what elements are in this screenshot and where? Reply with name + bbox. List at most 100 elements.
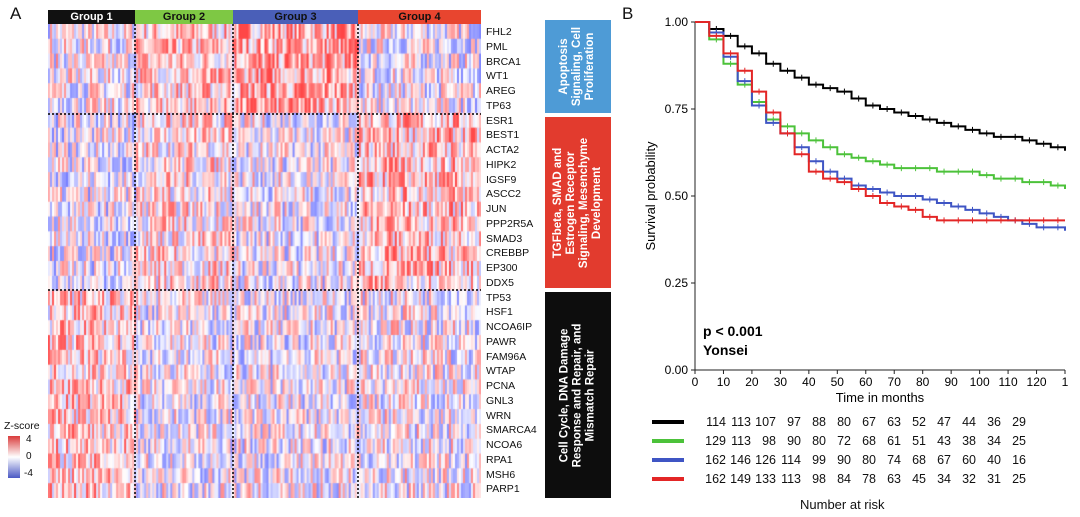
risk-count: 67 <box>937 453 951 467</box>
risk-count: 44 <box>962 415 976 429</box>
gene-label: WTAP <box>486 365 516 378</box>
y-axis-label: Survival probability <box>643 141 658 251</box>
risk-count: 38 <box>962 434 976 448</box>
gene-label: AREG <box>486 85 516 97</box>
x-tick-label: 10 <box>717 375 731 389</box>
gene-label: NCOA6IP <box>486 321 533 333</box>
x-tick-label: 70 <box>888 375 902 389</box>
risk-count: 67 <box>862 415 876 429</box>
risk-count: 60 <box>962 453 976 467</box>
risk-count: 25 <box>1012 472 1026 486</box>
x-tick-label: 30 <box>774 375 788 389</box>
risk-count: 78 <box>862 472 876 486</box>
x-tick-label: 0 <box>692 375 699 389</box>
risk-count: 45 <box>912 472 926 486</box>
risk-count: 68 <box>862 434 876 448</box>
heatmap <box>48 24 481 498</box>
risk-count: 149 <box>730 472 751 486</box>
risk-count: 52 <box>912 415 926 429</box>
risk-count: 61 <box>887 434 901 448</box>
y-tick-label: 0.75 <box>665 102 689 116</box>
gene-label: TP63 <box>486 99 512 112</box>
gene-label: BEST1 <box>486 129 520 142</box>
risk-row: 162 149 133 113 98 84 78 63 45 34 32 31 25 <box>652 470 1026 488</box>
risk-row-swatch <box>652 439 684 443</box>
risk-count: 40 <box>987 453 1001 467</box>
zscore-tick-min: -4 <box>24 468 33 479</box>
risk-row: 129 113 98 90 80 72 68 61 51 43 38 34 25 <box>652 432 1026 450</box>
pathway-cell-cycle: Cell Cycle, DNA Damage Response and Repai… <box>545 292 611 498</box>
gene-label: MSH6 <box>486 468 516 481</box>
y-tick-label: 0.25 <box>665 276 689 290</box>
risk-count: 133 <box>755 472 776 486</box>
x-tick-label: 20 <box>745 375 759 389</box>
gene-label: JUN <box>486 203 507 215</box>
gene-label: PCNA <box>486 380 516 392</box>
risk-count: 34 <box>937 472 951 486</box>
gene-label: EP300 <box>486 262 518 274</box>
y-tick-label: 0.50 <box>665 189 689 203</box>
group-header-2: Group 2 <box>135 10 233 24</box>
gene-label: RPA1 <box>486 453 513 466</box>
risk-count: 113 <box>731 434 751 448</box>
x-tick-label: 80 <box>916 375 930 389</box>
risk-count: 63 <box>887 415 901 429</box>
x-tick-label: 50 <box>831 375 845 389</box>
risk-count: 97 <box>787 415 801 429</box>
gene-label: ACTA2 <box>486 144 520 156</box>
risk-count: 98 <box>762 434 776 448</box>
km-curve-group-1 <box>695 21 1066 151</box>
pathway-apoptosis: Apoptosis Signaling, Cell Proliferation <box>545 20 611 113</box>
gene-label: ESR1 <box>486 114 514 127</box>
y-tick-label: 0.00 <box>665 363 689 377</box>
group-header-1: Group 1 <box>48 10 135 24</box>
risk-count: 80 <box>862 453 876 467</box>
group-header-4: Group 4 <box>358 10 481 24</box>
zscore-legend: Z-score 4 0 -4 <box>4 420 48 490</box>
x-tick-label: 110 <box>999 375 1018 389</box>
x-tick-label: 120 <box>1027 375 1047 389</box>
x-tick-label: 90 <box>944 375 958 389</box>
risk-count: 162 <box>705 472 726 486</box>
risk-count: 68 <box>912 453 926 467</box>
gene-label: BRCA1 <box>486 55 522 68</box>
zscore-legend-title: Z-score <box>4 420 40 432</box>
risk-count: 113 <box>781 472 801 486</box>
risk-row-swatch <box>652 420 684 424</box>
gene-label: NCOA6 <box>486 439 523 451</box>
risk-count: 51 <box>912 434 926 448</box>
panel-label-b: B <box>622 4 634 23</box>
gene-label: WT1 <box>486 70 509 83</box>
gene-label: WRN <box>486 409 512 422</box>
risk-count: 90 <box>787 434 801 448</box>
risk-table-title: Number at risk <box>800 497 885 512</box>
gene-label: SMAD3 <box>486 232 523 245</box>
risk-count: 88 <box>812 415 826 429</box>
risk-count: 36 <box>987 415 1001 429</box>
risk-count: 107 <box>755 415 776 429</box>
risk-count: 129 <box>705 434 726 448</box>
risk-count: 84 <box>837 472 851 486</box>
zscore-tick-mid: 0 <box>26 451 32 462</box>
gene-label: HSF1 <box>486 306 513 319</box>
risk-count: 72 <box>837 434 851 448</box>
risk-count: 43 <box>937 434 951 448</box>
zscore-legend-bar <box>8 436 20 478</box>
gene-label: HIPK2 <box>486 158 517 171</box>
gene-label: GNL3 <box>486 394 514 407</box>
x-tick-label: 40 <box>802 375 816 389</box>
km-curve-group-3 <box>695 21 1066 231</box>
risk-count: 34 <box>987 434 1001 448</box>
gene-label: PARP1 <box>486 483 520 496</box>
gene-label: FAM96A <box>486 350 527 363</box>
gene-label: IGSF9 <box>486 173 517 186</box>
risk-count: 80 <box>812 434 826 448</box>
y-tick-label: 1.00 <box>665 15 689 29</box>
risk-count: 47 <box>937 415 951 429</box>
zscore-tick-max: 4 <box>26 434 32 445</box>
gene-label: PPP2R5A <box>486 217 534 230</box>
gene-label: TP53 <box>486 291 512 304</box>
risk-row: 162 146 126 114 99 90 80 74 68 67 60 40 16 <box>652 451 1026 469</box>
risk-count: 162 <box>705 453 726 467</box>
